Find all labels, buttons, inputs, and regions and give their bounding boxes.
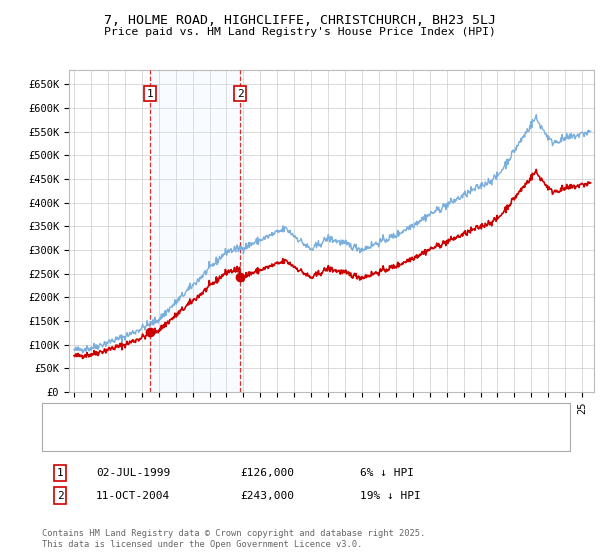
Text: 1: 1: [56, 468, 64, 478]
Text: 6% ↓ HPI: 6% ↓ HPI: [360, 468, 414, 478]
Text: 1: 1: [147, 88, 154, 99]
Text: Price paid vs. HM Land Registry's House Price Index (HPI): Price paid vs. HM Land Registry's House …: [104, 27, 496, 37]
Text: 02-JUL-1999: 02-JUL-1999: [96, 468, 170, 478]
Bar: [150, 70, 240, 392]
Text: Contains HM Land Registry data © Crown copyright and database right 2025.
This d: Contains HM Land Registry data © Crown c…: [42, 529, 425, 549]
Text: £126,000: £126,000: [240, 468, 294, 478]
Text: ——: ——: [51, 409, 68, 423]
Text: 2: 2: [56, 491, 64, 501]
Text: 7, HOLME ROAD, HIGHCLIFFE, CHRISTCHURCH, BH23 5LJ: 7, HOLME ROAD, HIGHCLIFFE, CHRISTCHURCH,…: [104, 14, 496, 27]
Text: 2: 2: [236, 88, 244, 99]
Text: 19% ↓ HPI: 19% ↓ HPI: [360, 491, 421, 501]
Text: 11-OCT-2004: 11-OCT-2004: [96, 491, 170, 501]
Text: HPI: Average price, detached house, Bournemouth Christchurch and Poole: HPI: Average price, detached house, Bour…: [81, 434, 501, 444]
Text: ——: ——: [51, 432, 68, 446]
Text: 7, HOLME ROAD, HIGHCLIFFE, CHRISTCHURCH, BH23 5LJ (detached house): 7, HOLME ROAD, HIGHCLIFFE, CHRISTCHURCH,…: [81, 412, 477, 422]
Text: £243,000: £243,000: [240, 491, 294, 501]
